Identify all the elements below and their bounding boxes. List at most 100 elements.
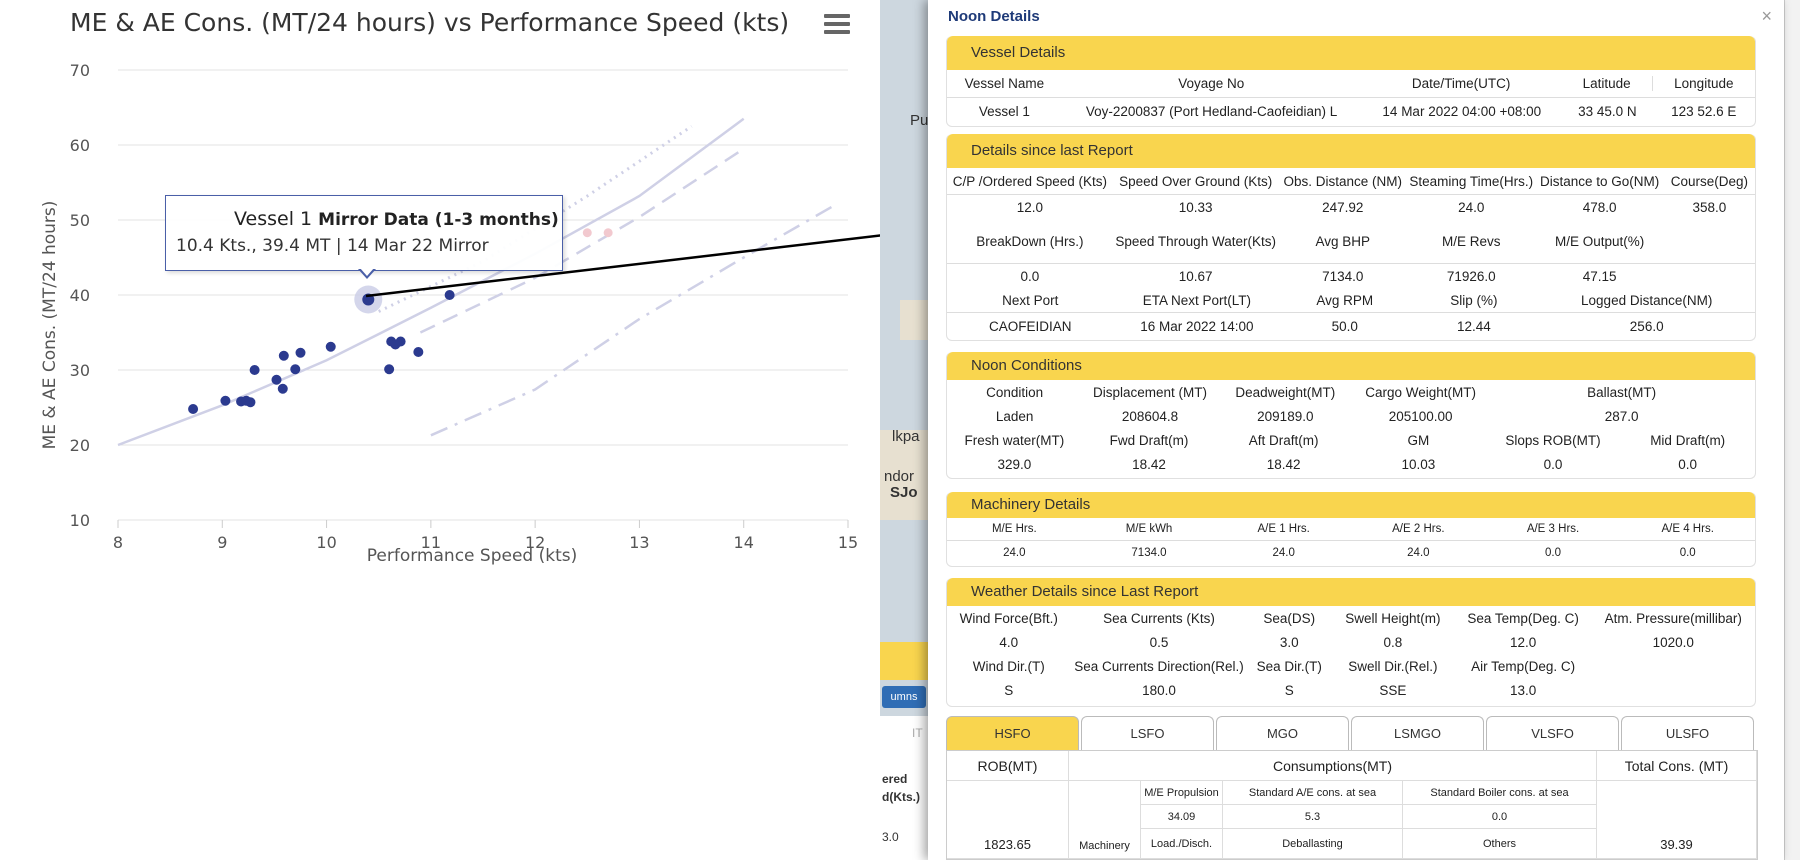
x-tick-label: 9 [217, 533, 227, 552]
header-cell: C/P /Ordered Speed (Kts) [952, 173, 1108, 189]
chart-grid [118, 69, 848, 521]
reference-curve-dotted [378, 125, 693, 313]
noon-details-modal: Noon Details × Vessel Details Vessel Nam… [928, 0, 1784, 860]
faded-point [582, 228, 592, 238]
header-cell: Aft Draft(m) [1248, 432, 1319, 448]
data-point[interactable] [295, 347, 306, 358]
header-cell: Sea Dir.(T) [1256, 658, 1322, 674]
value-cell: 256.0 [1629, 318, 1664, 334]
header-cell: Longitude [1651, 76, 1755, 91]
chart-menu-icon[interactable] [824, 14, 850, 36]
header-row: Condition Displacement (MT) Deadweight(M… [947, 380, 1755, 404]
x-tick-label: 8 [113, 533, 123, 552]
value-cell: S [1004, 682, 1014, 698]
value-row: 24.0 7134.0 24.0 24.0 0.0 0.0 [947, 541, 1755, 565]
header-cell: ETA Next Port(LT) [1142, 292, 1252, 308]
tab-lsfo[interactable]: LSFO [1081, 716, 1214, 751]
header-cell: Swell Height(m) [1345, 610, 1441, 626]
value-cell: Laden [995, 408, 1034, 424]
value-cell: 208604.8 [1121, 408, 1179, 424]
header-cell: M/E kWh [1125, 523, 1173, 535]
data-point[interactable] [188, 404, 199, 414]
value-row: 329.0 18.42 18.42 10.03 0.0 0.0 [947, 452, 1755, 476]
value-row: CAOFEIDIAN 16 Mar 2022 14:00 50.0 12.44 … [947, 313, 1755, 339]
header-cell: Sea Currents (Kts) [1103, 610, 1215, 626]
header-cell: Speed Over Ground (Kts) [1119, 173, 1273, 189]
background-map: Pu lkpa ndor SJo umns IT ered d(Kts.) 3.… [880, 0, 930, 860]
data-point[interactable] [325, 341, 336, 352]
header-row: M/E Hrs. M/E kWh A/E 1 Hrs. A/E 2 Hrs. A… [947, 518, 1755, 541]
header-cell: Obs. Distance (NM) [1283, 173, 1403, 189]
y-tick-label: 70 [70, 61, 90, 80]
value-cell: 358.0 [1692, 199, 1727, 215]
data-point[interactable] [271, 374, 282, 385]
total-value: 39.39 [1597, 781, 1757, 859]
reference-curves [117, 117, 839, 447]
value-cell: 12.44 [1456, 318, 1491, 334]
header-cell: Mid Draft(m) [1650, 432, 1726, 448]
y-tick-labels: 10 20 30 40 50 60 70 [70, 61, 90, 530]
x-tick-labels: 8 9 10 11 12 13 14 15 [113, 520, 858, 552]
tab-ulsfo[interactable]: ULSFO [1621, 716, 1754, 751]
value-cell: 0.0 [1543, 456, 1563, 472]
chart-area: ME & AE Cons. (MT/24 hours) vs Performan… [0, 0, 880, 860]
data-point[interactable] [290, 364, 301, 375]
close-icon[interactable]: × [1761, 6, 1772, 26]
tab-mgo[interactable]: MGO [1216, 716, 1349, 751]
value-cell: 4.0 [999, 634, 1019, 650]
value-cell: 205100.00 [1388, 408, 1453, 424]
highlight-group [354, 285, 383, 314]
vessel-header-row: Vessel Name Voyage No Date/Time(UTC) Lat… [947, 70, 1755, 98]
consumption-table: ROB(MT) Consumptions(MT) Total Cons. (MT… [946, 750, 1758, 860]
since-last-report-section: Details since last Report C/P /Ordered S… [946, 134, 1756, 341]
header-cell: Steaming Time(Hrs.) [1409, 173, 1534, 189]
tab-vlsfo[interactable]: VLSFO [1486, 716, 1619, 751]
header-cell: Sea Currents Direction(Rel.) [1074, 658, 1244, 674]
tab-lsmgo[interactable]: LSMGO [1351, 716, 1484, 751]
reference-curve-dashed [419, 147, 745, 334]
data-point[interactable] [220, 395, 231, 406]
tab-hsfo[interactable]: HSFO [946, 716, 1079, 751]
data-point[interactable] [395, 336, 406, 347]
machinery-details-section: Machinery Details M/E Hrs. M/E kWh A/E 1… [946, 492, 1756, 567]
y-tick-label: 30 [70, 361, 90, 380]
data-point[interactable] [249, 365, 260, 375]
std-boiler-label: Standard Boiler cons. at sea [1403, 781, 1597, 805]
value-cell: 10.67 [1178, 268, 1213, 284]
value-cell: 12.0 [1509, 634, 1537, 650]
value-cell: 10.03 [1401, 456, 1436, 472]
section-heading: Machinery Details [947, 492, 1755, 518]
data-point[interactable] [277, 383, 288, 394]
value-cell: 123 52.6 E [1671, 104, 1737, 119]
value-cell: 7134.0 [1322, 268, 1364, 284]
header-cell: A/E 3 Hrs. [1526, 523, 1580, 535]
rob-header: ROB(MT) [947, 751, 1069, 781]
data-point[interactable] [278, 350, 289, 361]
header-cell: A/E 2 Hrs. [1392, 523, 1445, 535]
header-row: Wind Force(Bft.) Sea Currents (Kts) Sea(… [947, 606, 1755, 630]
data-point[interactable] [444, 290, 455, 300]
value-row: S 180.0 S SSE 13.0 [947, 678, 1755, 702]
y-tick-label: 20 [70, 436, 90, 455]
value-cell: 329.0 [997, 456, 1032, 472]
data-point[interactable] [245, 397, 256, 408]
map-label: SJo [890, 484, 918, 501]
data-point[interactable] [384, 364, 395, 375]
header-row: Next Port ETA Next Port(LT) Avg RPM Slip… [947, 288, 1755, 313]
value-cell: 16 Mar 2022 14:00 [1140, 318, 1254, 334]
x-tick-label: 12 [525, 533, 545, 552]
section-heading: Vessel Details [947, 36, 1755, 70]
header-row: C/P /Ordered Speed (Kts) Speed Over Grou… [947, 168, 1755, 195]
reference-curve-dash-dot [430, 202, 839, 437]
header-cell: M/E Output(%) [1555, 233, 1645, 249]
columns-button[interactable]: umns [882, 686, 926, 708]
others-label: Others [1403, 829, 1597, 859]
header-cell: Wind Dir.(T) [972, 658, 1045, 674]
value-cell: 3.0 [1279, 634, 1299, 650]
background-scrollbar [1784, 0, 1800, 860]
value-cell: Voy-2200837 (Port Hedland-Caofeidian) L [1085, 104, 1338, 119]
header-cell: A/E 4 Hrs. [1661, 523, 1714, 535]
data-point[interactable] [413, 347, 424, 357]
sort-icon[interactable]: IT [912, 726, 923, 740]
header-cell: GM [1407, 432, 1430, 448]
